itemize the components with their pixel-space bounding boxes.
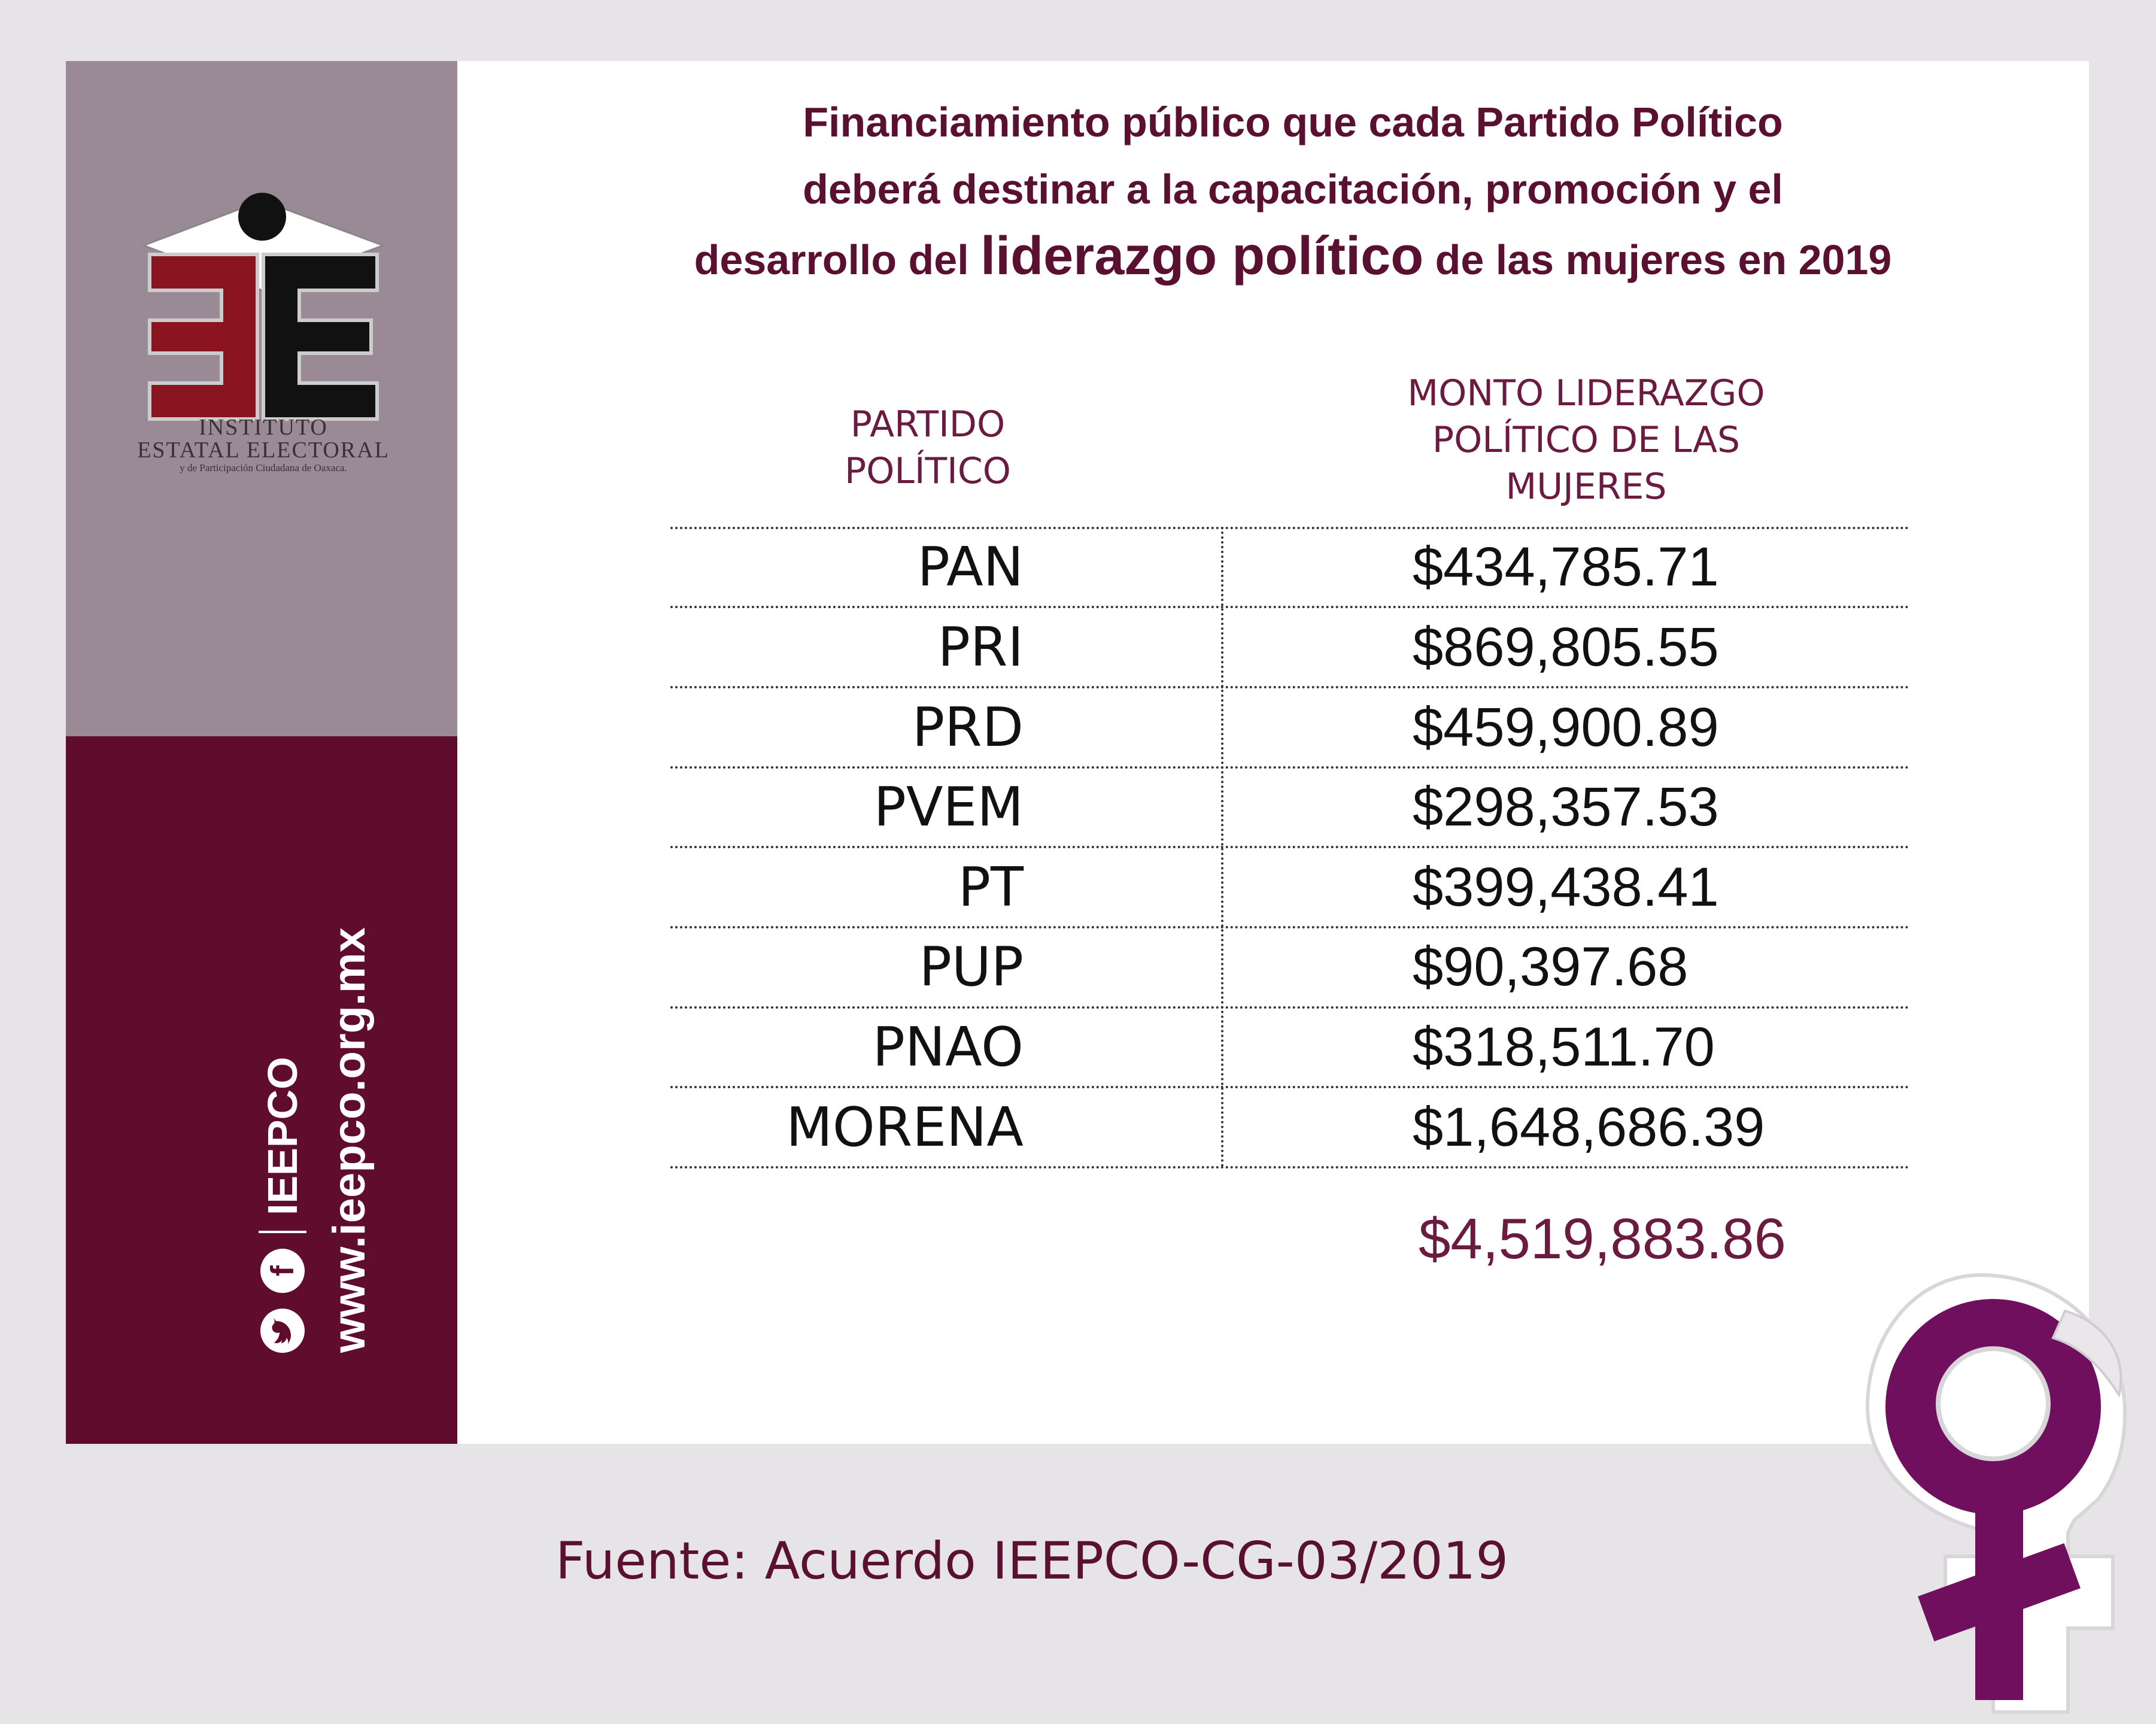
table-rule (670, 686, 1909, 688)
source-note: Fuente: Acuerdo IEEPCO-CG-03/2019 (555, 1531, 1509, 1591)
amount-cell: $318,511.70 (1413, 1016, 1715, 1078)
header-amount-line-2: POLÍTICO DE LAS (1432, 419, 1741, 461)
sidebar-vertical-contact: www.ieepco.org.mx f IEEPCO (259, 927, 375, 1353)
party-cell: PT (958, 856, 1024, 919)
venus-symbol-icon (1865, 1273, 2127, 1714)
party-cell: PVEM (873, 776, 1024, 839)
facebook-glyph: f (265, 1265, 300, 1276)
social-divider (259, 1231, 306, 1233)
table-rule (670, 926, 1909, 928)
amount-cell: $298,357.53 (1413, 776, 1719, 837)
facebook-icon[interactable]: f (260, 1249, 305, 1293)
party-cell: PUP (919, 936, 1024, 998)
table-rule (670, 846, 1909, 848)
header-party-line-1: PARTIDO (850, 403, 1006, 445)
logo-line-3: y de Participación Ciudadana de Oaxaca. (180, 462, 347, 474)
party-cell: MORENA (786, 1096, 1024, 1159)
amount-cell: $434,785.71 (1413, 536, 1719, 597)
title-line-3: desarrollo del liderazgo político de las… (658, 223, 1927, 293)
amount-cell: $1,648,686.39 (1413, 1097, 1765, 1158)
header-amount-line-3: MUJERES (1505, 466, 1667, 508)
amount-cell: $869,805.55 (1413, 617, 1719, 678)
social-handle: IEEPCO (259, 1057, 306, 1215)
table-rule (670, 1086, 1909, 1088)
header-party: PARTIDO POLÍTICO (748, 401, 1107, 494)
title-line-3-post: de las mujeres en 2019 (1423, 236, 1892, 283)
table-rule (670, 527, 1909, 529)
twitter-icon[interactable] (260, 1309, 305, 1353)
website-link[interactable]: www.ieepco.org.mx (324, 927, 375, 1353)
title-line-1: Financiamiento público que cada Partido … (803, 99, 1783, 145)
logo-line-1: INSTITUTO (199, 415, 328, 440)
ieepco-logo (141, 193, 386, 421)
header-amount: MONTO LIDERAZGO POLÍTICO DE LAS MUJERES (1287, 370, 1885, 510)
header-amount-line-1: MONTO LIDERAZGO (1407, 372, 1765, 414)
table-rule (670, 1006, 1909, 1009)
total-amount: $4,519,883.86 (1419, 1207, 1786, 1271)
table-rule (670, 606, 1909, 608)
table-column-divider (1221, 527, 1223, 1167)
party-cell: PRD (912, 696, 1024, 759)
amount-cell: $459,900.89 (1413, 697, 1719, 758)
party-cell: PAN (917, 536, 1024, 599)
header-party-line-2: POLÍTICO (845, 450, 1011, 492)
party-cell: PRI (937, 616, 1024, 679)
page-title: Financiamiento público que cada Partido … (658, 89, 1927, 293)
title-line-2: deberá destinar a la capacitación, promo… (803, 166, 1783, 213)
social-row: f IEEPCO (259, 1057, 306, 1353)
amount-cell: $399,438.41 (1413, 857, 1719, 918)
logo-line-2: ESTATAL ELECTORAL (137, 438, 390, 463)
party-cell: PNAO (872, 1016, 1024, 1079)
title-line-3-pre: desarrollo del (694, 236, 981, 283)
amount-cell: $90,397.68 (1413, 936, 1689, 997)
table-rule (670, 1166, 1909, 1168)
title-emphasis: liderazgo político (980, 226, 1424, 286)
table-rule (670, 766, 1909, 769)
